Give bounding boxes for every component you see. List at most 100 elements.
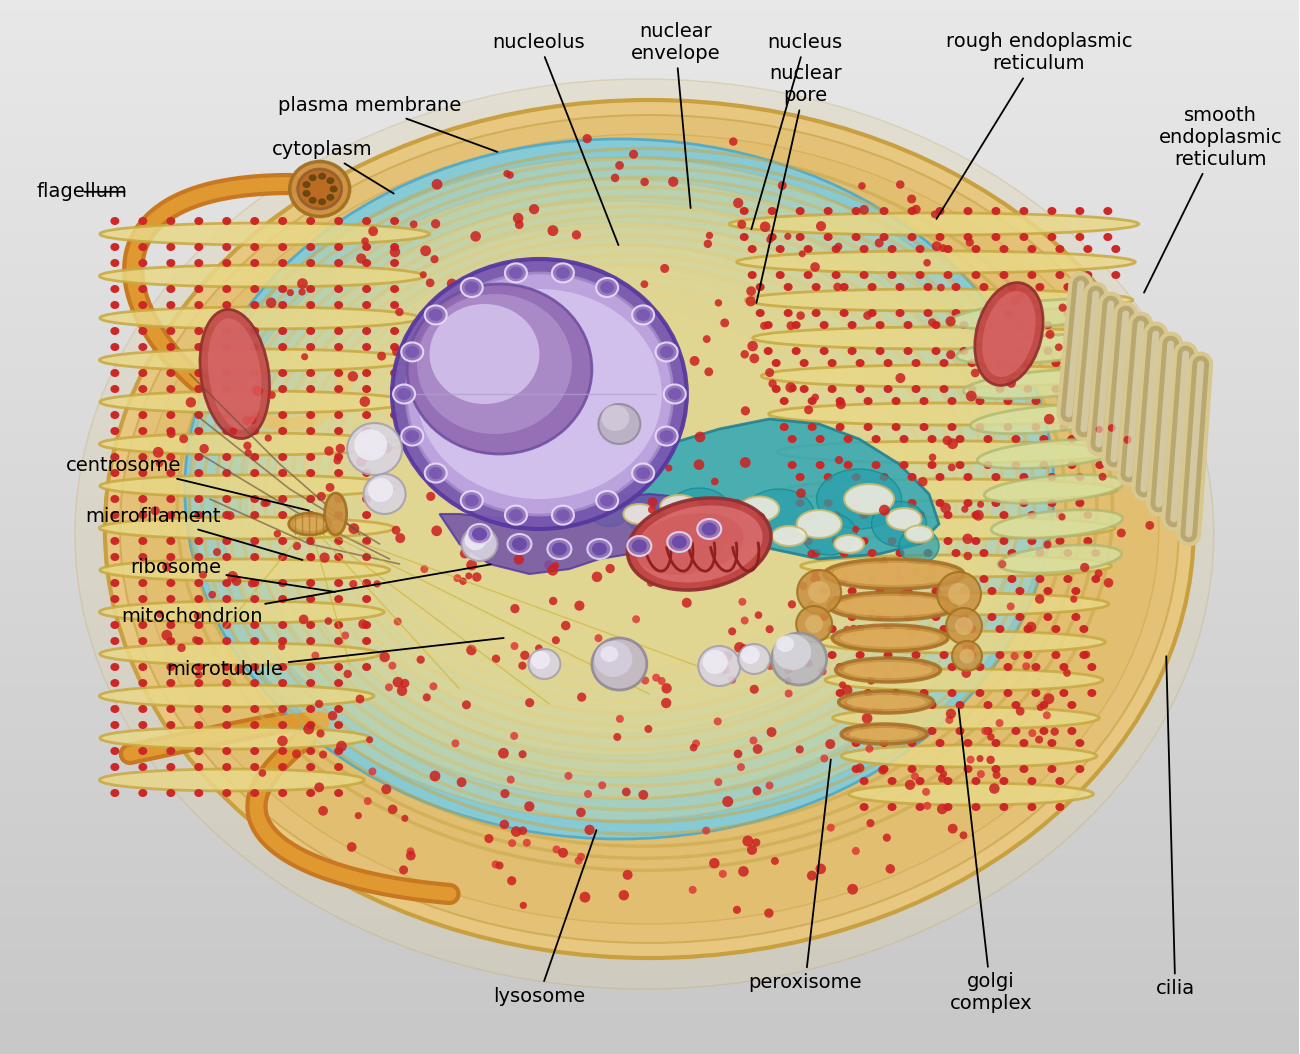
Ellipse shape (1048, 473, 1057, 481)
Ellipse shape (194, 621, 203, 629)
Ellipse shape (213, 548, 221, 557)
Ellipse shape (592, 571, 602, 582)
Ellipse shape (395, 533, 406, 543)
Ellipse shape (278, 679, 287, 687)
Ellipse shape (594, 641, 632, 677)
Ellipse shape (923, 259, 931, 267)
Ellipse shape (138, 453, 147, 461)
Ellipse shape (884, 625, 893, 633)
Ellipse shape (1037, 704, 1044, 711)
Ellipse shape (111, 536, 120, 545)
Ellipse shape (760, 321, 768, 330)
Ellipse shape (905, 780, 915, 789)
Ellipse shape (318, 198, 326, 206)
Ellipse shape (363, 217, 370, 225)
Ellipse shape (992, 499, 1001, 507)
Ellipse shape (406, 346, 419, 358)
Ellipse shape (1023, 385, 1032, 393)
Ellipse shape (880, 473, 889, 481)
Ellipse shape (1083, 271, 1092, 279)
Ellipse shape (407, 847, 415, 855)
Ellipse shape (1031, 689, 1040, 697)
Ellipse shape (111, 217, 120, 225)
Ellipse shape (1044, 347, 1053, 355)
Ellipse shape (1079, 651, 1088, 659)
Ellipse shape (278, 721, 287, 729)
Ellipse shape (915, 245, 924, 253)
Ellipse shape (957, 334, 1127, 364)
Ellipse shape (368, 227, 378, 236)
Ellipse shape (393, 348, 400, 356)
Polygon shape (439, 494, 729, 574)
Ellipse shape (764, 909, 774, 918)
Ellipse shape (274, 222, 965, 756)
Ellipse shape (138, 259, 147, 267)
Ellipse shape (911, 625, 920, 633)
Ellipse shape (984, 474, 1123, 504)
Ellipse shape (1000, 245, 1009, 253)
Ellipse shape (880, 739, 889, 747)
Ellipse shape (768, 379, 776, 388)
Ellipse shape (884, 651, 893, 659)
Ellipse shape (703, 239, 712, 248)
Ellipse shape (828, 651, 837, 659)
Ellipse shape (334, 243, 343, 251)
Ellipse shape (356, 456, 367, 467)
Ellipse shape (932, 347, 940, 355)
Ellipse shape (820, 755, 828, 762)
Ellipse shape (1004, 663, 1013, 671)
Ellipse shape (911, 773, 919, 780)
Ellipse shape (1026, 622, 1036, 632)
Ellipse shape (976, 770, 985, 778)
Ellipse shape (1087, 689, 1096, 697)
Ellipse shape (334, 621, 343, 629)
Ellipse shape (923, 309, 932, 317)
Ellipse shape (250, 536, 259, 545)
Ellipse shape (465, 533, 476, 544)
Ellipse shape (883, 834, 890, 842)
Ellipse shape (715, 299, 722, 307)
Ellipse shape (979, 575, 988, 583)
Ellipse shape (647, 497, 658, 507)
Ellipse shape (828, 359, 837, 367)
Ellipse shape (417, 289, 662, 499)
Ellipse shape (1079, 625, 1088, 633)
Ellipse shape (194, 343, 203, 351)
Ellipse shape (1048, 739, 1057, 747)
Ellipse shape (918, 477, 927, 487)
Ellipse shape (363, 427, 370, 435)
Ellipse shape (896, 284, 905, 291)
Ellipse shape (615, 161, 624, 170)
Ellipse shape (307, 536, 315, 545)
Ellipse shape (1063, 669, 1071, 677)
Ellipse shape (354, 429, 387, 461)
Ellipse shape (307, 679, 315, 687)
Ellipse shape (840, 309, 849, 317)
Ellipse shape (740, 644, 749, 653)
Ellipse shape (907, 473, 916, 481)
Ellipse shape (623, 504, 655, 524)
Ellipse shape (1056, 511, 1065, 519)
Ellipse shape (318, 806, 328, 816)
Ellipse shape (387, 310, 852, 668)
Ellipse shape (660, 698, 671, 708)
Ellipse shape (907, 207, 916, 215)
Ellipse shape (766, 662, 775, 670)
Ellipse shape (988, 321, 997, 329)
Ellipse shape (755, 309, 764, 317)
Ellipse shape (816, 469, 902, 529)
Ellipse shape (138, 663, 147, 671)
Ellipse shape (308, 197, 317, 203)
Ellipse shape (138, 511, 147, 519)
Ellipse shape (905, 627, 915, 639)
Ellipse shape (194, 596, 203, 603)
Ellipse shape (250, 705, 259, 713)
Ellipse shape (504, 264, 526, 282)
Ellipse shape (589, 491, 630, 527)
Ellipse shape (923, 284, 932, 291)
Ellipse shape (1079, 359, 1088, 367)
Ellipse shape (363, 511, 370, 519)
Ellipse shape (844, 727, 853, 735)
Ellipse shape (923, 802, 931, 809)
Ellipse shape (222, 217, 231, 225)
